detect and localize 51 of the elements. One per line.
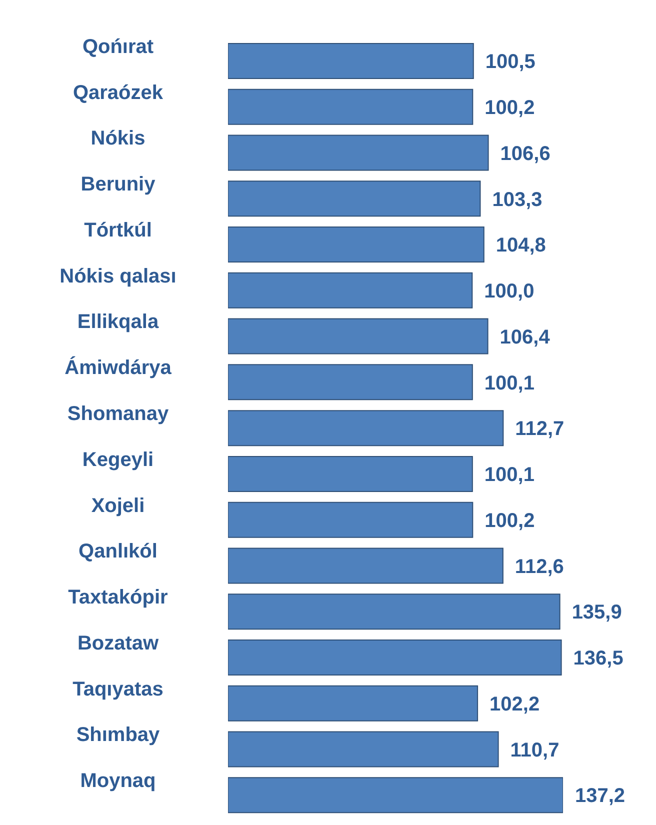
bar — [228, 548, 504, 584]
y-tick-label: Shomanay — [67, 403, 170, 425]
bar — [228, 180, 481, 217]
y-tick-label: Xojeli — [91, 494, 145, 517]
bar — [228, 318, 488, 354]
bar — [228, 777, 563, 814]
y-tick-label: Qońırat — [82, 36, 154, 58]
data-label: 112,6 — [514, 556, 564, 578]
bar — [228, 364, 473, 400]
y-tick-label: Taqıyatas — [72, 678, 164, 700]
data-label: 103,3 — [492, 188, 542, 211]
y-tick-label: Qanlıkól — [78, 540, 158, 563]
data-label: 100,1 — [484, 464, 534, 486]
bar — [228, 731, 499, 768]
data-label: 106,4 — [500, 326, 551, 348]
bar — [228, 594, 560, 630]
bar — [228, 456, 473, 492]
bar — [228, 134, 489, 171]
data-label: 100,5 — [485, 51, 536, 74]
y-tick-label: Ámiwdárya — [64, 356, 172, 380]
y-tick-label: Ellikqala — [77, 311, 160, 334]
y-tick-label: Bozataw — [77, 632, 160, 654]
y-tick-label: Taxtakópir — [68, 586, 168, 609]
data-label: 100,0 — [484, 280, 534, 303]
bar — [228, 88, 474, 125]
bar — [228, 685, 478, 722]
y-tick-label: Moynaq — [80, 770, 156, 792]
data-label: 136,5 — [573, 648, 624, 670]
y-tick-label: Shımbay — [76, 724, 161, 746]
y-tick-label: Kegeyli — [82, 448, 154, 471]
bar — [228, 226, 484, 263]
data-label: 135,9 — [572, 602, 622, 624]
y-tick-label: Qaraózek — [72, 82, 164, 104]
data-label: 112,7 — [515, 418, 564, 440]
y-tick-label: Beruniy — [80, 174, 156, 196]
data-label: 102,2 — [490, 693, 540, 716]
data-label: 100,1 — [484, 372, 534, 394]
data-label: 110,7 — [510, 739, 560, 762]
bar — [228, 43, 474, 80]
data-label: 106,6 — [500, 142, 550, 165]
data-label: 137,2 — [575, 785, 626, 808]
y-tick-label: Nókis — [90, 128, 146, 150]
data-label: 100,2 — [484, 510, 535, 532]
bar — [228, 410, 504, 446]
bar — [228, 639, 562, 676]
y-tick-label: Tórtkúl — [84, 219, 152, 242]
bar — [228, 502, 474, 538]
bar — [228, 272, 473, 308]
data-label: 104,8 — [496, 234, 546, 257]
y-tick-label: Nókis qalası — [60, 265, 176, 288]
data-label: 100,2 — [484, 96, 535, 119]
